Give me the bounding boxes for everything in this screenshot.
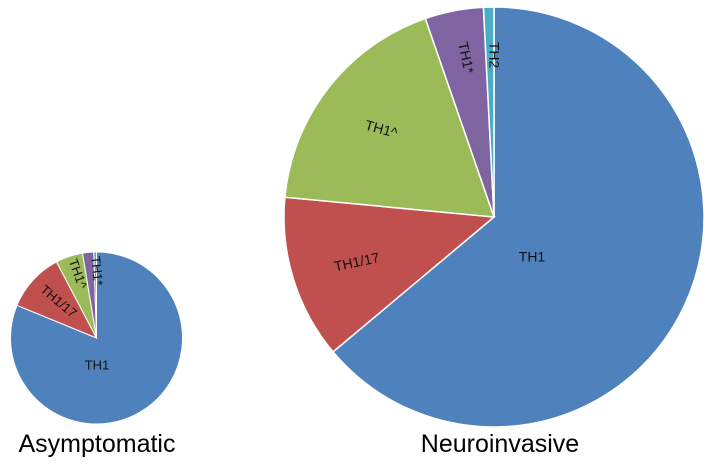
- slice-label: TH1: [85, 357, 110, 372]
- pie-slice-th2: [93, 251, 97, 339]
- slice-label: TH1: [519, 249, 546, 265]
- pie-slice-th1: [331, 6, 705, 428]
- chart-title-neuroinvasive: Neuroinvasive: [420, 430, 580, 458]
- slice-label: TH1*: [88, 255, 106, 286]
- pie-slice-th2: [482, 6, 495, 218]
- chart-title-asymptomatic: Asymptomatic: [18, 430, 176, 458]
- pie-slice-th1-17: [283, 196, 496, 353]
- slice-label: TH1*: [455, 40, 477, 75]
- slice-label: TH2: [486, 42, 502, 69]
